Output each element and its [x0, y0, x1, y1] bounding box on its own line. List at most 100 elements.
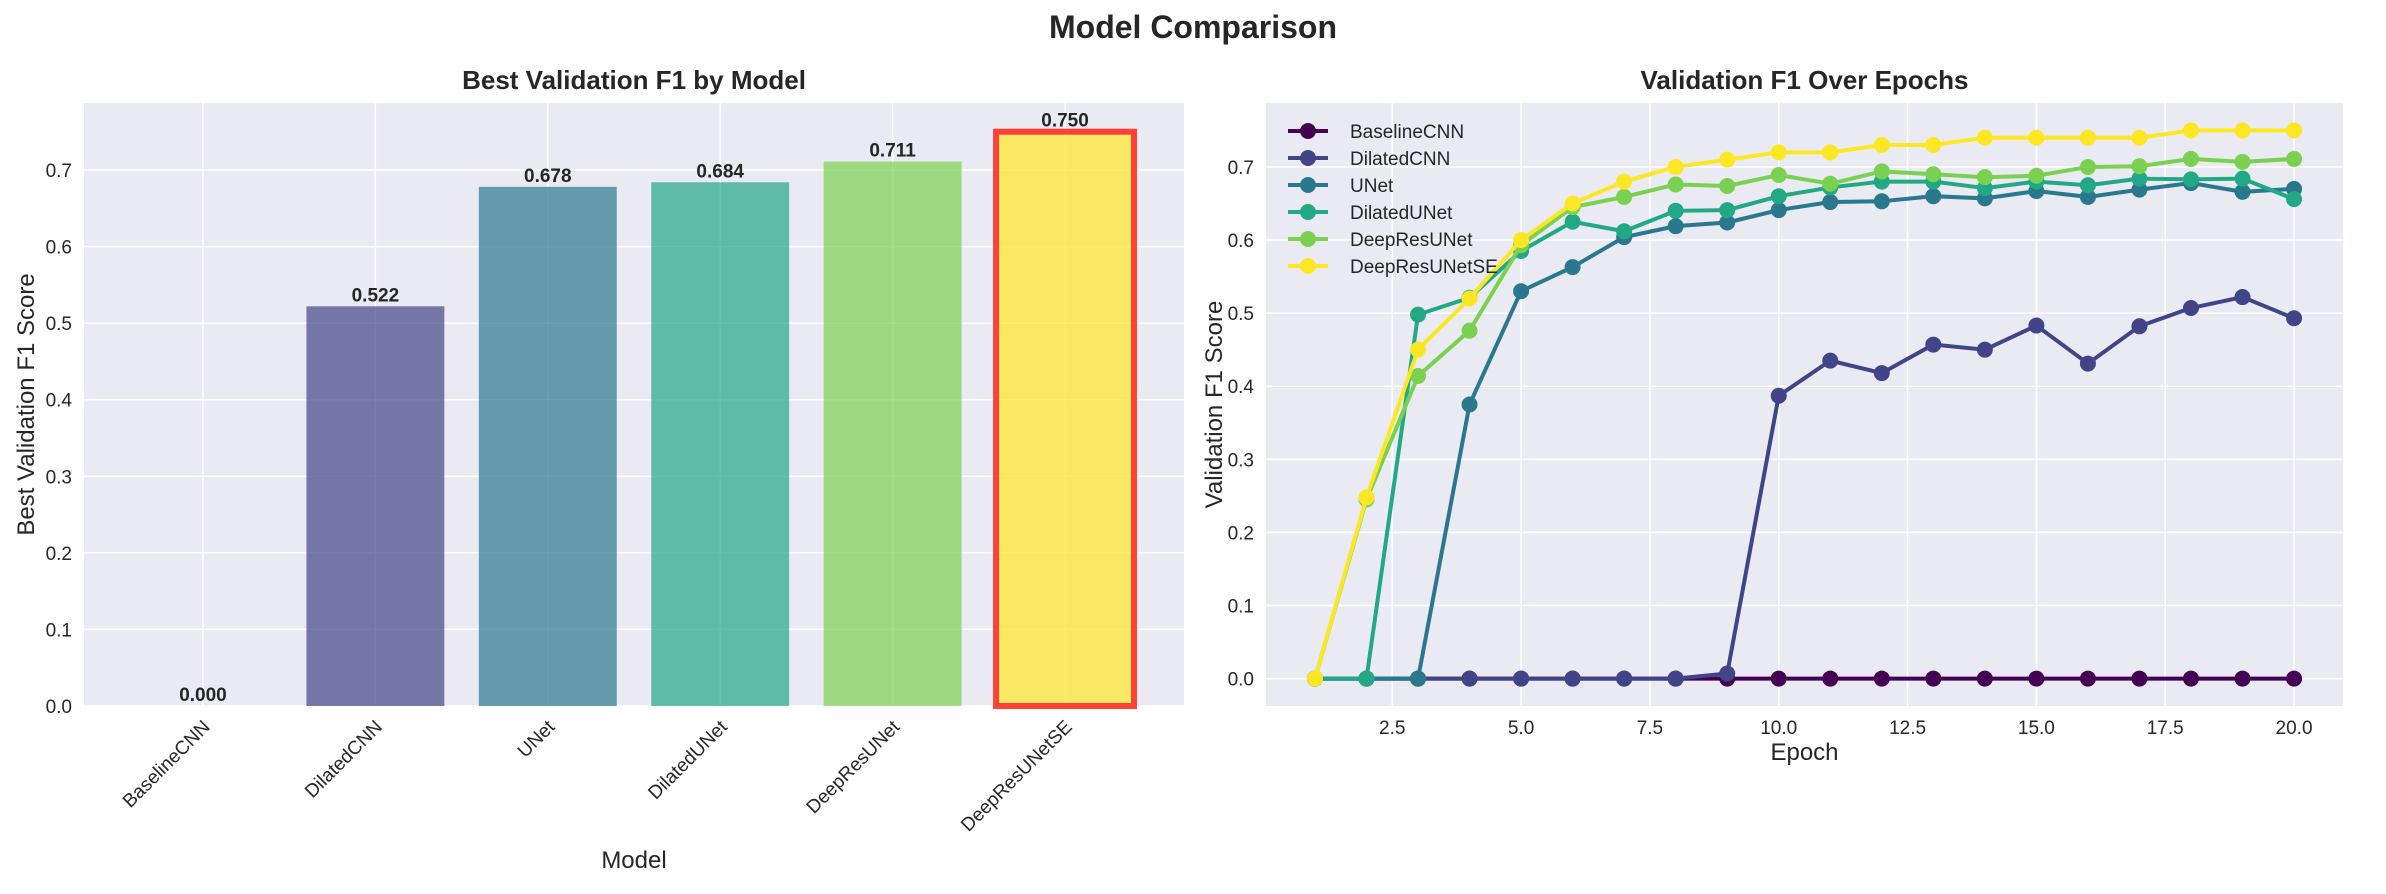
legend-marker: [1300, 123, 1316, 139]
data-point: [2234, 153, 2251, 170]
legend-item: DilatedCNN: [1288, 149, 1450, 170]
data-point: [1358, 489, 1375, 506]
legend-item: DeepResUNet: [1288, 230, 1473, 251]
data-label: 0.522: [352, 285, 400, 306]
data-point: [2028, 129, 2045, 146]
data-point: [1461, 290, 1478, 307]
data-point: [1667, 202, 1684, 219]
legend-label: DilatedUNet: [1350, 203, 1453, 224]
x-tick-label: 7.5: [1637, 718, 1663, 739]
series-DeepResUNetSE: [1306, 122, 2303, 687]
data-point: [1461, 670, 1478, 687]
data-point: [1770, 166, 1787, 183]
data-point: [1410, 367, 1427, 384]
y-tick-label: 0.3: [46, 467, 72, 488]
y-tick-label: 0.2: [1228, 523, 1254, 544]
legend-label: UNet: [1350, 176, 1394, 197]
data-point: [1667, 176, 1684, 193]
data-point: [1822, 194, 1839, 211]
series-line: [1314, 181, 2295, 681]
data-point: [2234, 122, 2251, 139]
figure-title: Model Comparison: [1049, 9, 1337, 45]
data-point: [1770, 188, 1787, 205]
data-point: [1822, 670, 1839, 687]
data-point: [2079, 129, 2096, 146]
data-point: [1667, 158, 1684, 175]
data-point: [1976, 670, 1993, 687]
y-tick-label: 0.0: [46, 697, 72, 718]
legend-label: DeepResUNet: [1350, 230, 1473, 251]
data-point: [1976, 169, 1993, 186]
data-point: [1616, 223, 1633, 240]
data-point: [2131, 181, 2148, 198]
data-label: 0.711: [869, 141, 916, 162]
data-point: [1873, 163, 1890, 180]
x-tick-label: 17.5: [2147, 718, 2184, 739]
data-point: [2286, 150, 2303, 167]
legend-marker: [1300, 231, 1316, 247]
bar-DilatedCNN: [306, 306, 445, 706]
data-point: [2286, 122, 2303, 139]
data-label: 0.000: [179, 685, 227, 706]
legend-item: DilatedUNet: [1288, 203, 1453, 224]
x-tick-label: 10.0: [1760, 718, 1797, 739]
data-point: [1564, 213, 1581, 230]
x-tick-label: DilatedUNet: [644, 716, 732, 804]
series-line: [1314, 294, 2295, 681]
data-point: [1410, 670, 1427, 687]
series-line: [1313, 156, 2295, 680]
data-point: [2286, 310, 2303, 327]
chart-title: Validation F1 Over Epochs: [1641, 65, 1969, 95]
legend-label: DilatedCNN: [1350, 149, 1450, 170]
data-point: [1925, 336, 1942, 353]
data-point: [2079, 355, 2096, 372]
data-point: [1822, 352, 1839, 369]
x-tick-label: 12.5: [1889, 718, 1926, 739]
x-tick-label: DeepResUNet: [803, 716, 905, 818]
bar-UNet: [478, 186, 617, 707]
data-point: [1976, 129, 1993, 146]
data-point: [1873, 193, 1890, 210]
data-point: [2028, 317, 2045, 334]
legend-marker: [1300, 150, 1316, 166]
y-tick-label: 0.1: [1228, 597, 1254, 618]
data-point: [1770, 670, 1787, 687]
data-point: [1822, 144, 1839, 161]
data-point: [1667, 218, 1684, 235]
bar-DilatedUNet: [651, 182, 790, 706]
legend-marker: [1300, 204, 1316, 220]
data-point: [1667, 670, 1684, 687]
data-point: [1770, 202, 1787, 219]
data-point: [1410, 306, 1427, 323]
data-point: [1564, 670, 1581, 687]
y-tick-label: 0.5: [1228, 304, 1254, 325]
data-point: [2234, 170, 2251, 187]
data-point: [1873, 137, 1890, 154]
data-point: [2286, 670, 2303, 687]
data-point: [1719, 177, 1736, 194]
y-tick-label: 0.0: [1228, 670, 1254, 691]
data-point: [2131, 170, 2148, 187]
y-tick-label: 0.7: [46, 161, 72, 182]
data-point: [1461, 322, 1478, 339]
data-point: [1719, 151, 1736, 168]
y-tick-label: 0.3: [1228, 450, 1254, 471]
data-point: [2079, 188, 2096, 205]
data-point: [2234, 670, 2251, 687]
data-point: [1564, 195, 1581, 212]
x-tick-label: 20.0: [2276, 718, 2313, 739]
data-point: [1770, 387, 1787, 404]
data-point: [1925, 188, 1942, 205]
data-point: [1976, 341, 1993, 358]
legend: BaselineCNN DilatedCNN UNet DilatedUNet Deep…: [1288, 122, 1498, 278]
data-point: [1461, 396, 1478, 413]
data-point: [2079, 670, 2096, 687]
data-point: [1770, 144, 1787, 161]
data-label: 0.750: [1041, 111, 1089, 132]
x-tick-label: 2.5: [1379, 718, 1405, 739]
x-axis-label: Model: [601, 847, 666, 874]
data-label: 0.678: [524, 166, 572, 187]
data-point: [2028, 670, 2045, 687]
legend-label: BaselineCNN: [1350, 122, 1464, 143]
